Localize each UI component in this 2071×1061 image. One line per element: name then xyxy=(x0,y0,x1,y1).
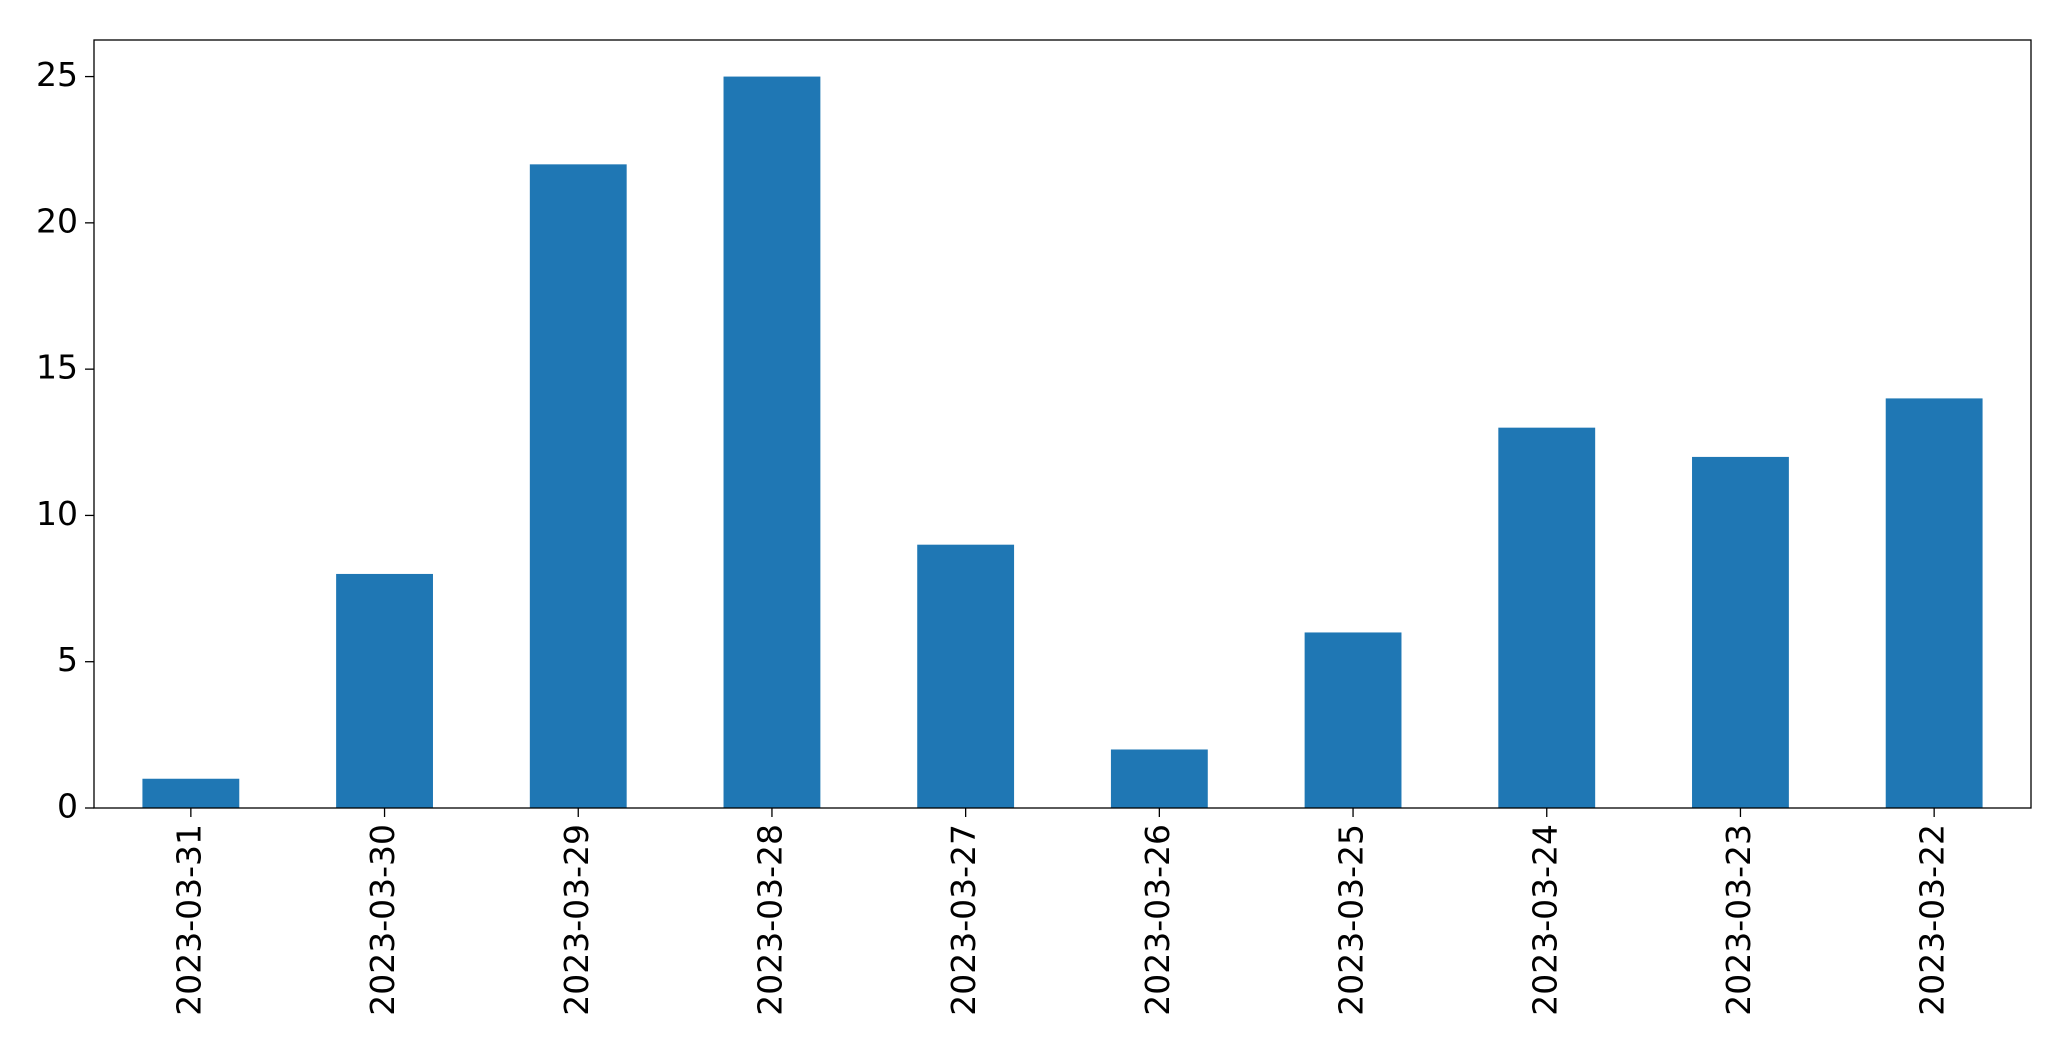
y-tick-label: 25 xyxy=(36,55,78,94)
bar xyxy=(1304,632,1402,808)
x-tick-label: 2023-03-28 xyxy=(750,824,789,1016)
y-tick-label: 0 xyxy=(57,787,78,826)
x-tick-label: 2023-03-30 xyxy=(363,824,402,1016)
x-tick-label: 2023-03-26 xyxy=(1138,824,1177,1016)
y-tick-label: 10 xyxy=(36,494,78,533)
bar xyxy=(142,778,240,808)
bar xyxy=(1885,398,1983,808)
bar xyxy=(336,573,433,808)
bar xyxy=(1110,749,1208,808)
x-tick-label: 2023-03-29 xyxy=(557,824,596,1016)
axes-frame xyxy=(93,39,2032,809)
bar xyxy=(1692,456,1789,808)
y-tick-label: 5 xyxy=(57,640,78,679)
x-tick-label: 2023-03-23 xyxy=(1719,824,1758,1016)
bar xyxy=(1498,427,1596,808)
x-tick-label: 2023-03-31 xyxy=(169,824,208,1016)
x-tick-label: 2023-03-25 xyxy=(1332,824,1371,1016)
bar xyxy=(529,164,627,809)
y-tick-label: 20 xyxy=(36,201,78,240)
bar xyxy=(723,76,821,809)
x-tick-label: 2023-03-27 xyxy=(944,824,983,1016)
x-tick-label: 2023-03-22 xyxy=(1913,824,1952,1016)
x-tick-label: 2023-03-24 xyxy=(1525,824,1564,1016)
bar xyxy=(917,544,1015,808)
y-tick-label: 15 xyxy=(36,348,78,387)
